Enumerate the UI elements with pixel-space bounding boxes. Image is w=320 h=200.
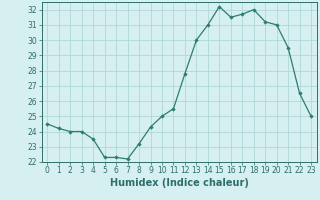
X-axis label: Humidex (Indice chaleur): Humidex (Indice chaleur) xyxy=(110,178,249,188)
